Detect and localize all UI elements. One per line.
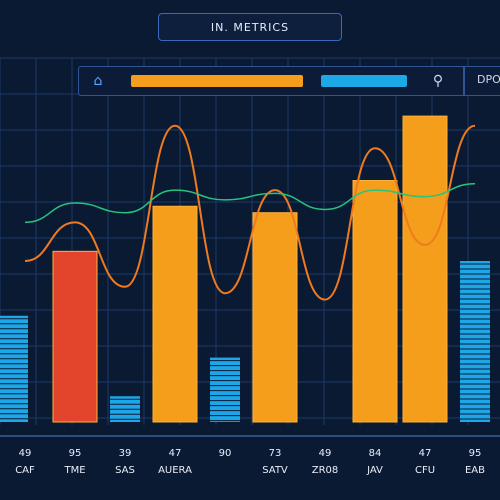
category-label: SAS	[115, 465, 135, 476]
value-label: 47	[169, 448, 182, 459]
value-label: 84	[369, 448, 382, 459]
category-label: AUERA	[158, 465, 192, 476]
toolbar-right-label: DPOD	[477, 73, 500, 86]
category-label: JAV	[366, 465, 383, 476]
orange-bar	[352, 180, 398, 423]
blue-bar	[210, 357, 240, 422]
home-icon[interactable]: ⌂	[93, 73, 103, 89]
toolbar-separator	[463, 67, 465, 95]
category-label: CFU	[415, 465, 435, 476]
category-label: TME	[63, 465, 85, 476]
value-label: 73	[269, 448, 282, 459]
chart-title-text: IN. METRICS	[210, 20, 290, 34]
location-pin-icon[interactable]: ⚲	[432, 73, 444, 89]
orange-bar	[152, 205, 198, 423]
orange-bar	[252, 212, 298, 423]
blue-bar	[460, 261, 490, 422]
category-label: EAB	[465, 465, 485, 476]
category-label: CAF	[15, 465, 35, 476]
green-line-series	[24, 182, 476, 224]
lines-layer	[24, 124, 476, 301]
category-label: ZR08	[312, 465, 339, 476]
toolbar-orange-bar	[131, 75, 303, 87]
orange-bars-layer	[52, 115, 448, 423]
value-label: 95	[469, 448, 482, 459]
orange-bar	[402, 115, 448, 423]
labels-layer: 49 95 39 47 90 73 49 84 47 95 CAF TME SAS AUERA SATV ZR…	[15, 448, 485, 476]
chart-title: IN. METRICS	[158, 13, 342, 41]
value-label: 95	[69, 448, 82, 459]
value-label: 39	[119, 448, 132, 459]
toolbar-blue-bar	[321, 75, 407, 87]
value-label: 47	[419, 448, 432, 459]
category-label: SATV	[262, 465, 288, 476]
chart-toolbar: ⌂ ⚲ DPOD	[78, 66, 500, 96]
orange-bar	[52, 250, 98, 423]
value-label: 90	[219, 448, 232, 459]
orange-line-series	[24, 124, 476, 301]
value-label: 49	[19, 448, 32, 459]
value-label: 49	[319, 448, 332, 459]
